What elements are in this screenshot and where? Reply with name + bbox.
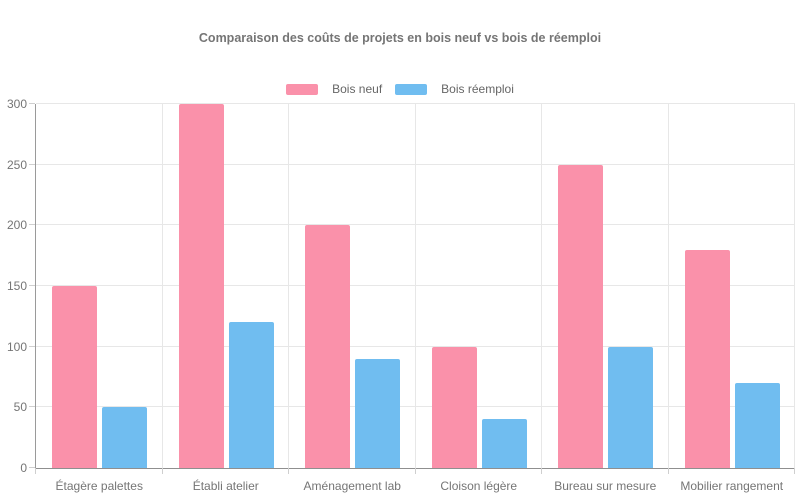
y-tick-0 <box>29 467 35 468</box>
y-tick-150 <box>29 285 35 286</box>
x-tick-3 <box>414 468 416 474</box>
x-axis-label-cloison-legere: Cloison légère <box>440 479 518 493</box>
legend-item-bois-reemploi[interactable]: Bois réemploi <box>395 82 514 96</box>
gridline-y-50 <box>36 406 795 408</box>
x-tick-4 <box>541 468 542 474</box>
bar-bois-reemploi-etabli-atelier <box>228 322 274 468</box>
bar-bois-reemploi-mobilier-rangement <box>734 383 780 468</box>
y-axis-label-250: 250 <box>6 157 27 172</box>
x-axis-label-amenagement-lab: Aménagement lab <box>303 479 401 493</box>
legend-swatch-bois-neuf <box>286 83 319 95</box>
bar-group-mobilier-rangement <box>669 104 796 468</box>
legend-label: Bois réemploi <box>441 82 514 96</box>
y-axis-label-100: 100 <box>6 339 27 354</box>
y-axis-label-150: 150 <box>6 279 27 293</box>
x-axis-label-bureau-sur-mesure: Bureau sur mesure <box>554 479 657 493</box>
gridline-y-150 <box>36 285 795 286</box>
legend-item-bois-neuf[interactable]: Bois neuf <box>286 82 382 96</box>
bar-group-cloison-legere <box>416 104 543 468</box>
y-axis-label-300: 300 <box>6 97 27 111</box>
gridline-x-6 <box>794 104 795 468</box>
bar-group-amenagement-lab <box>289 104 416 468</box>
x-tick-5 <box>667 468 669 474</box>
bar-bois-neuf-cloison-legere <box>431 346 477 468</box>
y-tick-100 <box>29 345 35 347</box>
legend-label: Bois neuf <box>332 82 383 96</box>
bar-bois-neuf-etagere-palettes <box>52 286 97 468</box>
legend: Bois neuf Bois réemploi <box>0 82 800 96</box>
bar-bois-neuf-etabli-atelier <box>178 104 224 468</box>
gridline-x-4 <box>541 104 542 468</box>
x-tick-0 <box>35 468 36 474</box>
bar-bois-reemploi-cloison-legere <box>481 419 527 468</box>
bar-group-etagere-palettes <box>36 104 163 468</box>
y-axis-label-50: 50 <box>13 400 27 415</box>
gridline-y-300 <box>36 103 795 104</box>
bar-bois-neuf-amenagement-lab <box>305 225 350 468</box>
y-axis-label-0: 0 <box>20 461 27 475</box>
gridline-y-100 <box>36 345 795 347</box>
x-axis-label-etagere-palettes: Étagère palettes <box>55 479 143 493</box>
chart-title: Comparaison des coûts de projets en bois… <box>198 31 602 45</box>
y-tick-200 <box>29 224 35 226</box>
x-axis-label-mobilier-rangement: Mobilier rangement <box>680 479 784 493</box>
gridline-x-1 <box>161 104 163 468</box>
x-tick-2 <box>288 468 289 474</box>
gridline-x-2 <box>288 104 289 468</box>
y-tick-250 <box>29 163 35 165</box>
legend-swatch-bois-reemploi <box>395 83 428 95</box>
x-tick-1 <box>161 468 163 474</box>
plot-area <box>29 103 796 474</box>
x-tick-6 <box>794 468 795 474</box>
y-axis-label-200: 200 <box>6 218 27 233</box>
gridline-y-200 <box>36 224 795 226</box>
bar-bois-neuf-bureau-sur-mesure <box>558 164 603 468</box>
bar-group-bureau-sur-mesure <box>542 104 669 468</box>
bar-bois-reemploi-amenagement-lab <box>355 358 400 468</box>
gridline-x-5 <box>667 104 669 468</box>
gridline-y-250 <box>36 163 795 165</box>
bar-bois-reemploi-bureau-sur-mesure <box>608 346 653 468</box>
y-tick-300 <box>29 103 35 104</box>
x-axis-label-etabli-atelier: Établi atelier <box>192 479 259 493</box>
bar-group-etabli-atelier <box>163 104 290 468</box>
bar-bois-neuf-mobilier-rangement <box>684 249 730 468</box>
gridline-x-3 <box>414 104 416 468</box>
bar-bois-reemploi-etagere-palettes <box>102 407 147 468</box>
y-tick-50 <box>29 406 35 408</box>
